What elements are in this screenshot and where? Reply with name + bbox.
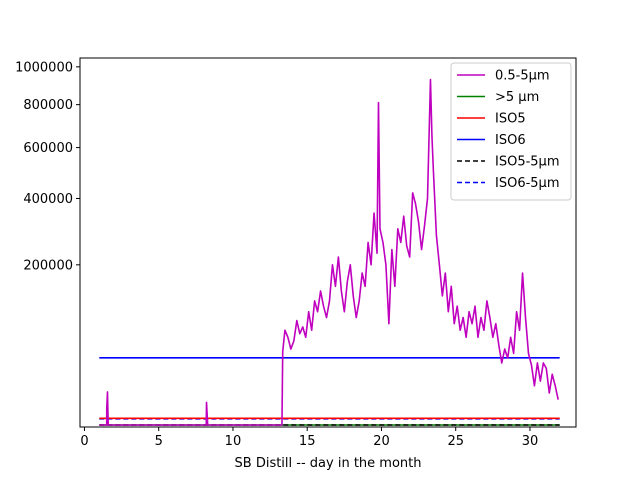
plot-frame <box>79 57 577 428</box>
series-line-0 <box>99 78 559 426</box>
y-tick-label: 200000 <box>23 258 73 273</box>
x-axis-label: SB Distill -- day in the month <box>235 456 422 471</box>
y-tick-label: 1000000 <box>15 60 73 75</box>
x-axis: 0 5 10 15 20 25 30 <box>80 427 538 449</box>
legend-entry: ISO5 <box>495 112 526 127</box>
y-tick-label: 800000 <box>23 98 73 113</box>
legend-entry: ISO6 <box>495 133 526 148</box>
x-tick-label: 30 <box>522 434 539 449</box>
series-layer <box>99 78 560 426</box>
x-tick-label: 15 <box>299 434 316 449</box>
x-tick-label: 5 <box>155 434 163 449</box>
x-tick-label: 10 <box>225 434 242 449</box>
y-axis: 200000 400000 600000 800000 1000000 <box>15 60 80 273</box>
x-tick-label: 0 <box>80 434 88 449</box>
legend-entry: 0.5-5µm <box>495 69 550 84</box>
y-tick-label: 600000 <box>23 141 73 156</box>
y-tick-label: 400000 <box>23 192 73 207</box>
x-tick-label: 20 <box>373 434 390 449</box>
x-tick-label: 25 <box>447 434 464 449</box>
legend: 0.5-5µm >5 µm ISO5 ISO6 ISO5-5µm ISO6-5µm <box>450 62 572 201</box>
legend-entry: >5 µm <box>495 90 539 105</box>
legend-entry: ISO6-5µm <box>495 176 560 191</box>
legend-entry: ISO5-5µm <box>495 155 560 170</box>
